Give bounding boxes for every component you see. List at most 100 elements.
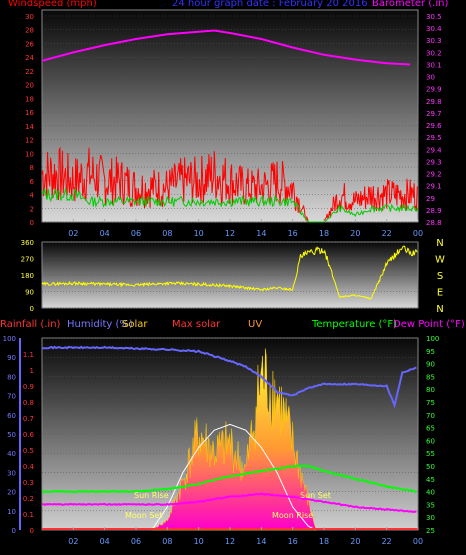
temperature-tick-label: 85 (426, 373, 435, 381)
direction-tick-label: 180 (21, 272, 34, 280)
humidity-tick-label: 60 (7, 412, 16, 420)
humidity-tick-label: 10 (7, 508, 16, 516)
barometer-tick-label: 30.4 (426, 25, 442, 33)
barometer-tick-label: 30 (426, 74, 435, 82)
uv-legend: UV (248, 319, 263, 330)
wind-x-tick-label: 22 (382, 229, 392, 238)
max-solar-line (151, 423, 317, 531)
wind-x-tick-label: 16 (288, 229, 298, 238)
temperature-tick-label: 35 (426, 501, 435, 509)
rainfall-tick-label: 0.5 (23, 447, 34, 455)
temperature-tick-label: 65 (426, 425, 435, 433)
wind-tick-label: 10 (25, 150, 34, 158)
rain-x-tick-label: 18 (319, 537, 329, 546)
wind-x-tick-label: 06 (131, 229, 141, 238)
gust-series-line (41, 187, 419, 223)
rainfall-tick-label: 0.8 (23, 399, 34, 407)
barometer-tick-label: 29.8 (426, 98, 442, 106)
humidity-tick-label: 50 (7, 431, 16, 439)
temperature-tick-label: 75 (426, 399, 435, 407)
rain-x-tick-label: 14 (256, 537, 266, 546)
wind-tick-label: 24 (25, 54, 34, 62)
direction-tick-label: 360 (21, 239, 34, 247)
temperature-tick-label: 70 (426, 412, 435, 420)
wind-tick-label: 30 (25, 13, 34, 21)
direction-tick-label: 270 (21, 256, 34, 264)
wind-x-tick-label: 04 (100, 229, 110, 238)
sun-set-label: Sun Set (300, 491, 331, 500)
humidity-line (41, 345, 417, 409)
wind-tick-label: 2 (30, 205, 34, 213)
barometer-series-line (41, 29, 411, 66)
rainfall-tick-label: 0.1 (23, 511, 34, 519)
humidity-tick-label: 80 (7, 373, 16, 381)
rainfall-axis-title: Rainfall (.in) (0, 319, 61, 330)
wind-tick-label: 28 (25, 27, 34, 35)
direction-tick-label: 90 (25, 289, 34, 297)
wind-tick-label: 22 (25, 68, 34, 76)
chart-date-title: 24 hour graph date : February 20 2016 (172, 0, 368, 9)
humidity-tick-label: 70 (7, 393, 16, 401)
wind-x-tick-label: 20 (350, 229, 360, 238)
humidity-tick-label: 100 (3, 335, 16, 343)
rainfall-tick-label: 0.4 (23, 463, 35, 471)
humidity-tick-label: 30 (7, 469, 16, 477)
wind-x-tick-label: 14 (256, 229, 266, 238)
compass-label: W (435, 255, 445, 266)
rain-x-tick-label: 04 (100, 537, 110, 546)
temperature-tick-label: 25 (426, 527, 435, 535)
rain-x-tick-label: 16 (288, 537, 298, 546)
temperature-line (41, 464, 417, 494)
barometer-tick-label: 30.5 (426, 13, 442, 21)
wind-x-tick-label: 02 (68, 229, 78, 238)
barometer-tick-label: 29.4 (426, 146, 442, 154)
rain-x-tick-label: 08 (162, 537, 172, 546)
rainfall-tick-label: 1.1 (23, 351, 34, 359)
temperature-tick-label: 40 (426, 489, 435, 497)
wind-x-tick-label: 10 (194, 229, 204, 238)
barometer-tick-label: 28.9 (426, 207, 442, 215)
wind-x-tick-label: 00 (413, 229, 423, 238)
barometer-tick-label: 28.8 (426, 219, 442, 227)
moon-rise-label: Moon Rise (272, 511, 314, 520)
barometer-tick-label: 29.2 (426, 171, 442, 179)
temperature-tick-label: 55 (426, 450, 435, 458)
temperature-tick-label: 50 (426, 463, 435, 471)
direction-panel-background (42, 242, 418, 308)
rain-x-tick-label: 12 (225, 537, 235, 546)
barometer-tick-label: 29.5 (426, 134, 442, 142)
wind-tick-label: 26 (25, 40, 34, 48)
barometer-tick-label: 29.7 (426, 110, 442, 118)
dewpoint-line (41, 492, 417, 514)
wind-tick-label: 0 (30, 219, 34, 227)
temperature-tick-label: 95 (426, 348, 435, 356)
humidity-axis-title: Humidity (%) (67, 319, 133, 330)
humidity-tick-label: 40 (7, 450, 16, 458)
barometer-tick-label: 29.9 (426, 86, 442, 94)
humidity-tick-label: 0 (12, 527, 16, 535)
wind-x-tick-label: 18 (319, 229, 329, 238)
rain-x-tick-label: 20 (350, 537, 360, 546)
wind-tick-label: 20 (25, 82, 34, 90)
max-solar-legend: Max solar (172, 319, 221, 330)
barometer-tick-label: 30.3 (426, 37, 442, 45)
temperature-tick-label: 45 (426, 476, 435, 484)
barometer-axis-title: Barometer (.in) (372, 0, 449, 9)
temperature-tick-label: 80 (426, 386, 435, 394)
wind-tick-label: 14 (25, 123, 34, 131)
wind-tick-label: 8 (30, 164, 34, 172)
direction-tick-label: 0 (30, 305, 34, 313)
rain-x-tick-label: 22 (382, 537, 392, 546)
windspeed-axis-title: Windspeed (mph) (8, 0, 97, 9)
barometer-tick-label: 29.6 (426, 122, 442, 130)
temperature-tick-label: 60 (426, 437, 435, 445)
rain-x-tick-label: 02 (68, 537, 78, 546)
wind-x-tick-label: 12 (225, 229, 235, 238)
wind-direction-line (41, 245, 418, 300)
barometer-tick-label: 30.1 (426, 61, 442, 69)
rainfall-tick-label: 0 (30, 527, 34, 535)
humidity-tick-label: 20 (7, 489, 16, 497)
rainfall-tick-label: 0.9 (23, 383, 34, 391)
dewpoint-axis-title: Dew Point (°F) (393, 319, 465, 330)
